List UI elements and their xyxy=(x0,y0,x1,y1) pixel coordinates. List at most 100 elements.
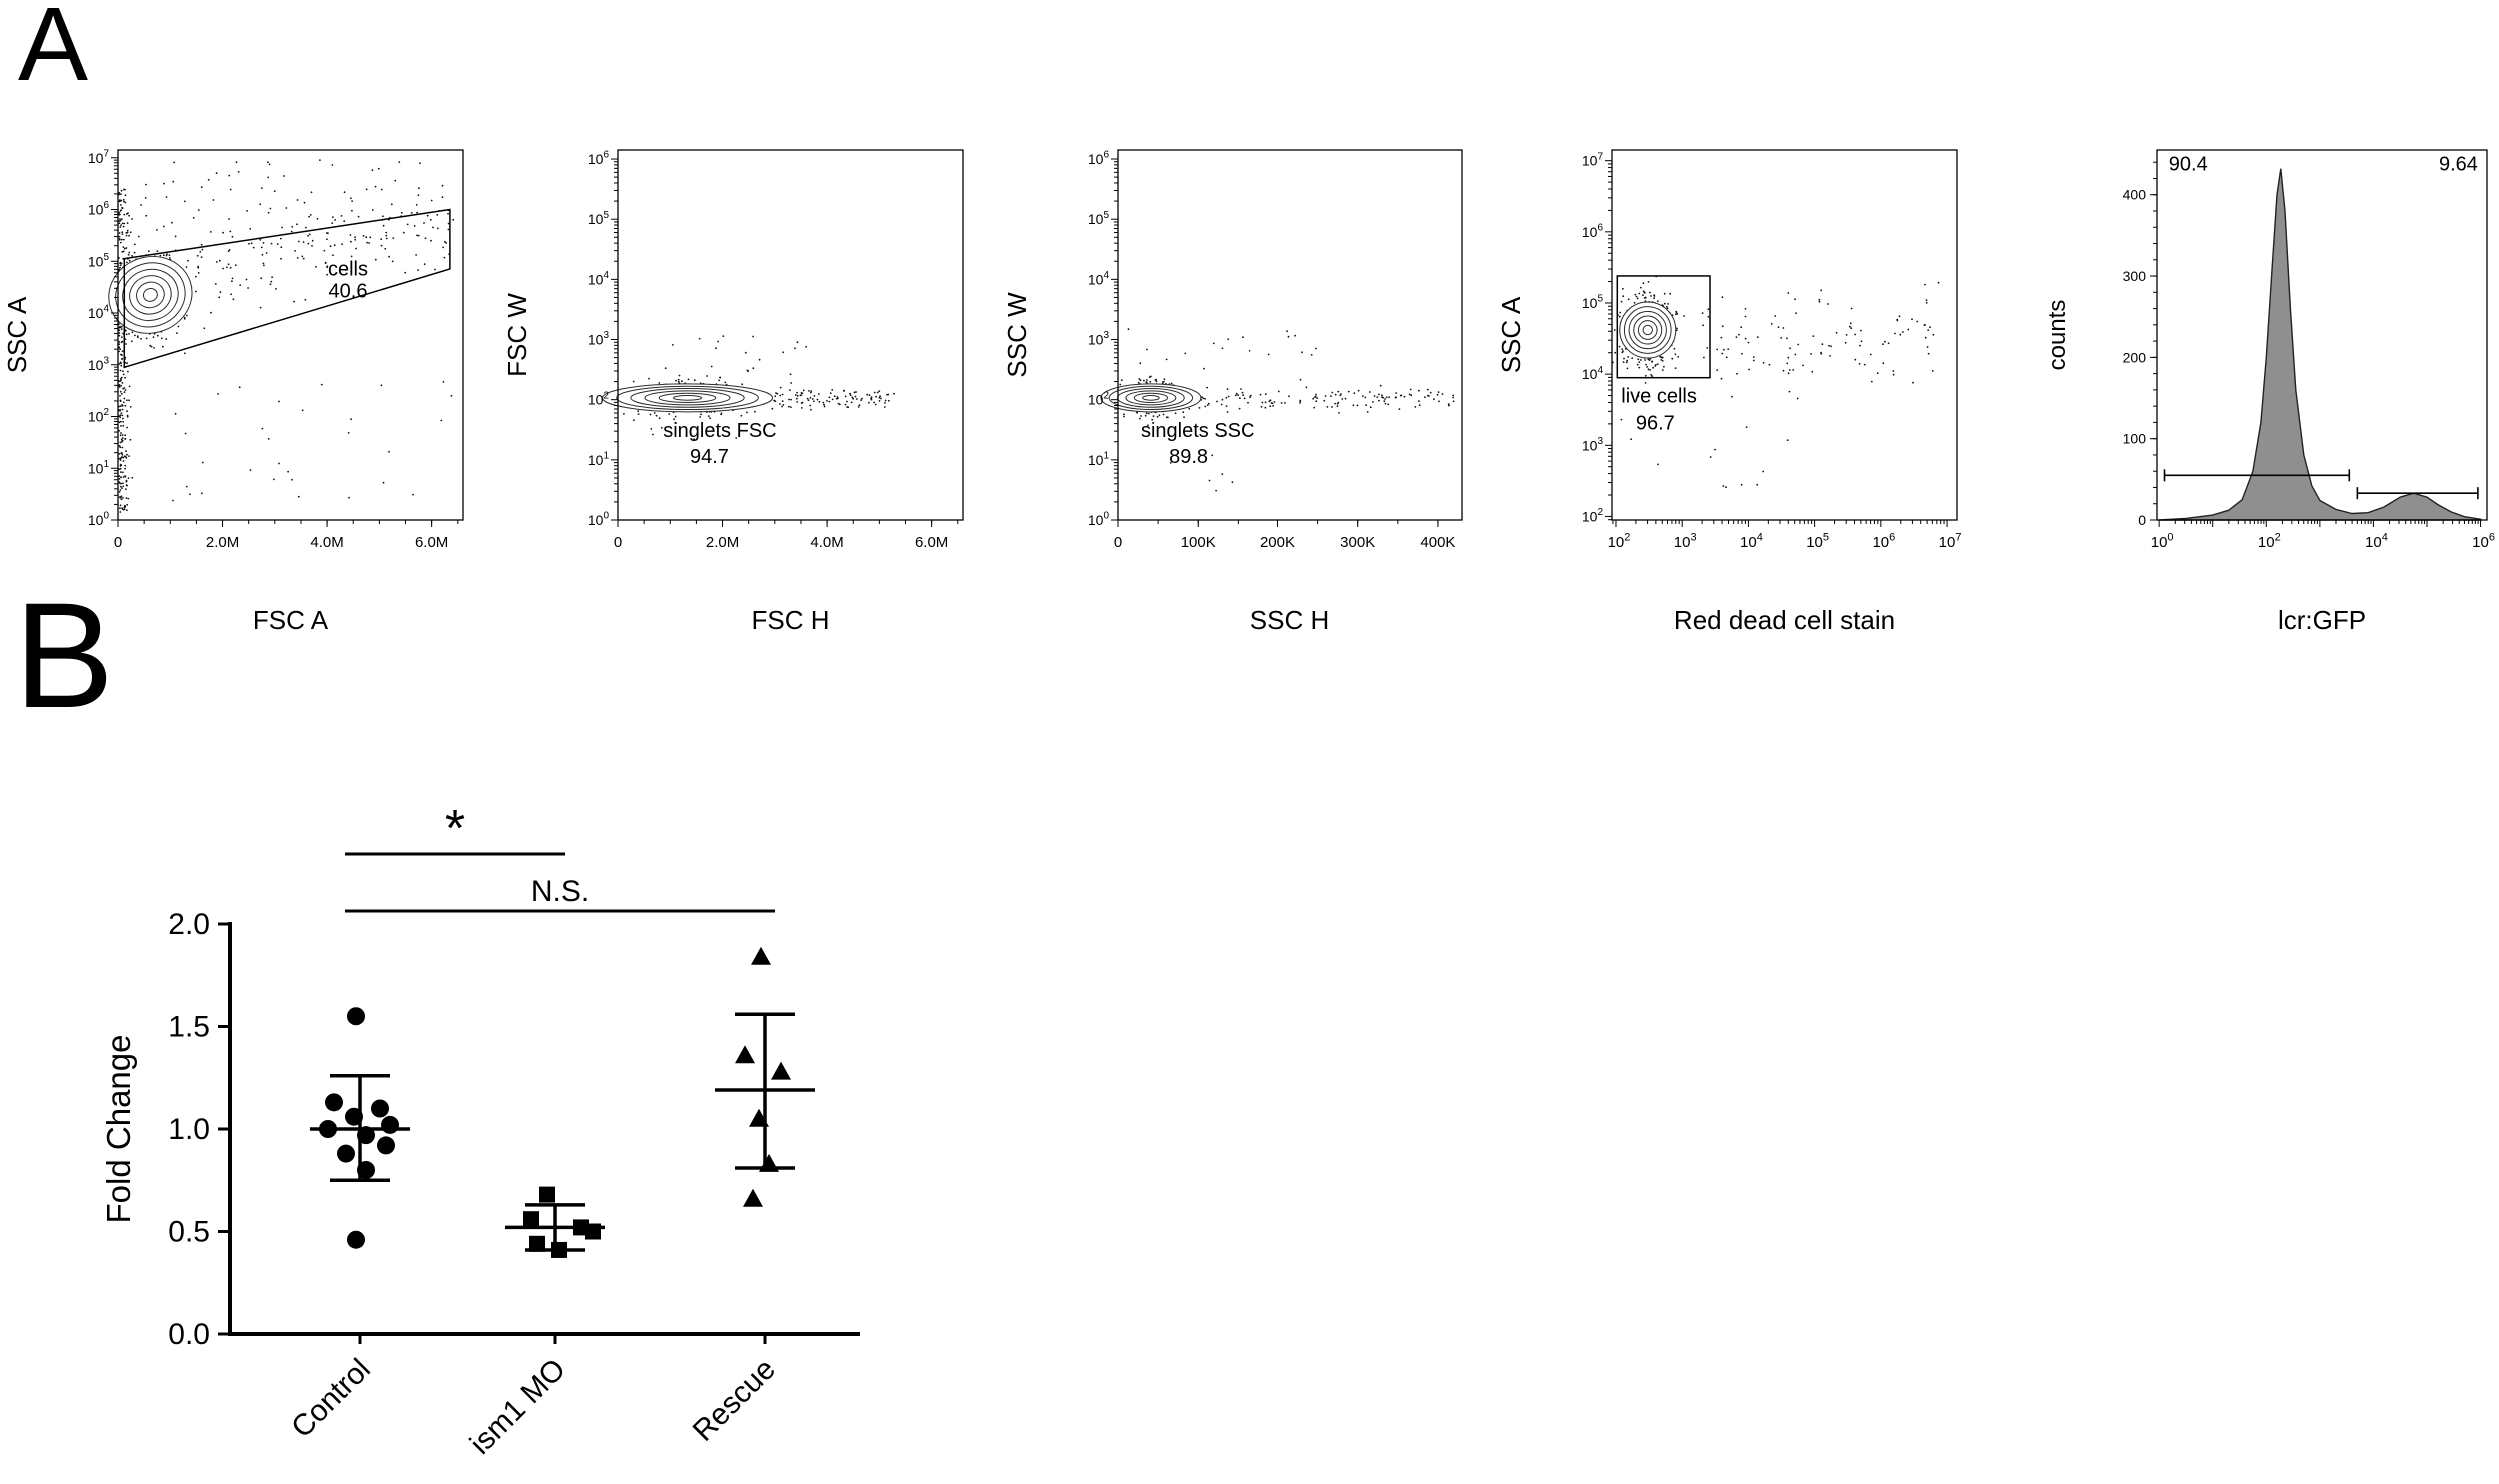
gate-name: live cells xyxy=(1621,386,1697,408)
panel-b-label: B xyxy=(14,571,115,739)
significance-label: N.S. xyxy=(531,875,589,908)
tick-label: 400K xyxy=(1420,534,1455,551)
tick-label: 300K xyxy=(1340,534,1375,551)
percent-positive: 9.64 xyxy=(2439,153,2478,175)
tick-label: 400 xyxy=(2123,187,2147,203)
y-axis-title: SSC A xyxy=(1496,296,1526,373)
significance-star: * xyxy=(445,800,465,858)
plot-frame xyxy=(617,149,964,521)
gate-name: singlets SSC xyxy=(1141,420,1255,442)
log-tick-label: 102 xyxy=(2258,531,2281,551)
flow-singlets-ssc-svg: 0 100K 200K 300K 400K 100 101 102 103 104 105 106 si… xyxy=(1002,149,1463,635)
gate-name: singlets FSC xyxy=(663,420,776,442)
tick-label: 2.0M xyxy=(706,534,739,551)
y-axis-title: SSC A xyxy=(2,296,32,373)
log-tick-label: 102 xyxy=(1088,390,1110,407)
range-gate xyxy=(2356,487,2479,500)
density-contours xyxy=(1100,383,1202,413)
x-axis-title: SSC H xyxy=(1250,605,1329,635)
log-tick-label: 105 xyxy=(1582,294,1604,311)
log-tick-label: 100 xyxy=(588,511,610,528)
histogram-area xyxy=(2159,168,2482,521)
tick-label: 4.0M xyxy=(310,534,343,551)
y-tick-label: 0.5 xyxy=(168,1216,210,1249)
log-tick-label: 107 xyxy=(1939,531,1962,551)
log-tick-label: 104 xyxy=(2365,531,2388,551)
axis-ticks xyxy=(111,157,459,527)
y-axis-title: SSC W xyxy=(1002,292,1032,378)
tick-label: 2.0M xyxy=(206,534,239,551)
y-tick-label: 1.0 xyxy=(168,1113,210,1146)
y-axis-title: FSC W xyxy=(502,293,532,377)
flow-cells-svg: 0 2.0M 4.0M 6.0M 100 101 102 103 104 105 106 107 cel… xyxy=(2,148,464,635)
scatter-points xyxy=(117,159,455,513)
log-tick-label: 104 xyxy=(1088,270,1110,287)
axis-ticks xyxy=(1111,158,1439,527)
panel-a-label: A xyxy=(18,0,89,103)
log-tick-label: 106 xyxy=(1582,223,1604,240)
log-tick-label: 106 xyxy=(2472,531,2495,551)
axis-ticks xyxy=(1605,160,1948,527)
x-axis-title: FSC A xyxy=(253,605,329,635)
density-contours xyxy=(602,383,774,413)
log-tick-label: 106 xyxy=(88,200,110,217)
log-tick-label: 100 xyxy=(88,511,110,528)
flow-live-svg: 102 103 104 105 106 107 102 103 104 105 106 107 live… xyxy=(1496,149,1962,635)
flow-plot-singlets-fsc: 0 2.0M 4.0M 6.0M 100 101 102 103 104 105 106 single… xyxy=(500,132,983,642)
log-tick-label: 100 xyxy=(2151,531,2174,551)
log-tick-label: 103 xyxy=(1674,531,1697,551)
flow-plot-singlets-ssc: 0 100K 200K 300K 400K 100 101 102 103 104 105 106 si… xyxy=(1000,132,1482,642)
log-tick-label: 106 xyxy=(1872,531,1895,551)
log-tick-label: 105 xyxy=(588,210,610,227)
tick-label: 100 xyxy=(2123,431,2147,447)
y-tick-label: 1.5 xyxy=(168,1011,210,1044)
tick-label: 6.0M xyxy=(915,534,948,551)
log-tick-label: 101 xyxy=(88,459,110,476)
density-contours xyxy=(1619,301,1677,359)
mean-error-bars xyxy=(310,1073,410,1182)
tick-label: 4.0M xyxy=(810,534,843,551)
tick-label: 300 xyxy=(2123,268,2147,284)
group-label: Rescue xyxy=(687,1353,782,1448)
density-contours xyxy=(108,255,193,334)
gate-percent: 96.7 xyxy=(1636,413,1675,435)
plot-frame xyxy=(2156,149,2488,521)
axis-ticks xyxy=(611,158,959,527)
log-tick-label: 105 xyxy=(88,252,110,269)
gate-percent: 94.7 xyxy=(690,446,729,468)
log-tick-label: 103 xyxy=(588,330,610,347)
group-points-1 xyxy=(523,1186,601,1258)
log-tick-label: 104 xyxy=(1582,365,1604,382)
y-axis-title: Fold Change xyxy=(100,1035,137,1224)
log-tick-label: 107 xyxy=(88,148,110,165)
mean-error-bars xyxy=(715,1012,815,1170)
tick-label: 0 xyxy=(2138,512,2146,528)
group-label: Control xyxy=(285,1353,377,1445)
y-tick-label: 2.0 xyxy=(168,908,210,941)
log-tick-label: 107 xyxy=(1582,151,1604,168)
tick-label: 6.0M xyxy=(415,534,448,551)
gate-name: cells xyxy=(328,259,368,281)
gfp-histogram-svg: 100 102 104 106 0 100 200 300 400 90.4 9.64 lcr:GFP… xyxy=(2044,149,2495,635)
x-axis-title: Red dead cell stain xyxy=(1674,605,1895,635)
gate-outline xyxy=(123,208,451,369)
log-tick-label: 106 xyxy=(1088,150,1110,167)
percent-negative: 90.4 xyxy=(2169,153,2208,175)
tick-label: 0 xyxy=(614,534,622,551)
plot-frame xyxy=(1611,149,1958,521)
y-axis-title: counts xyxy=(2044,300,2071,371)
log-tick-label: 101 xyxy=(588,451,610,468)
x-axis-title: lcr:GFP xyxy=(2278,605,2366,635)
gate-percent: 89.8 xyxy=(1169,446,1208,468)
fold-change-svg: 0.0 0.5 1.0 1.5 2.0 Control ism1 MO Rescue * N.S.… xyxy=(100,800,860,1461)
log-tick-label: 102 xyxy=(1582,507,1604,524)
log-tick-label: 106 xyxy=(588,150,610,167)
log-tick-label: 100 xyxy=(1088,511,1110,528)
tick-label: 100K xyxy=(1181,534,1216,551)
x-axis-title: FSC H xyxy=(752,605,830,635)
y-tick-label: 0.0 xyxy=(168,1318,210,1351)
log-tick-label: 101 xyxy=(1088,451,1110,468)
gate-percent: 40.6 xyxy=(329,280,368,302)
log-tick-label: 102 xyxy=(588,390,610,407)
